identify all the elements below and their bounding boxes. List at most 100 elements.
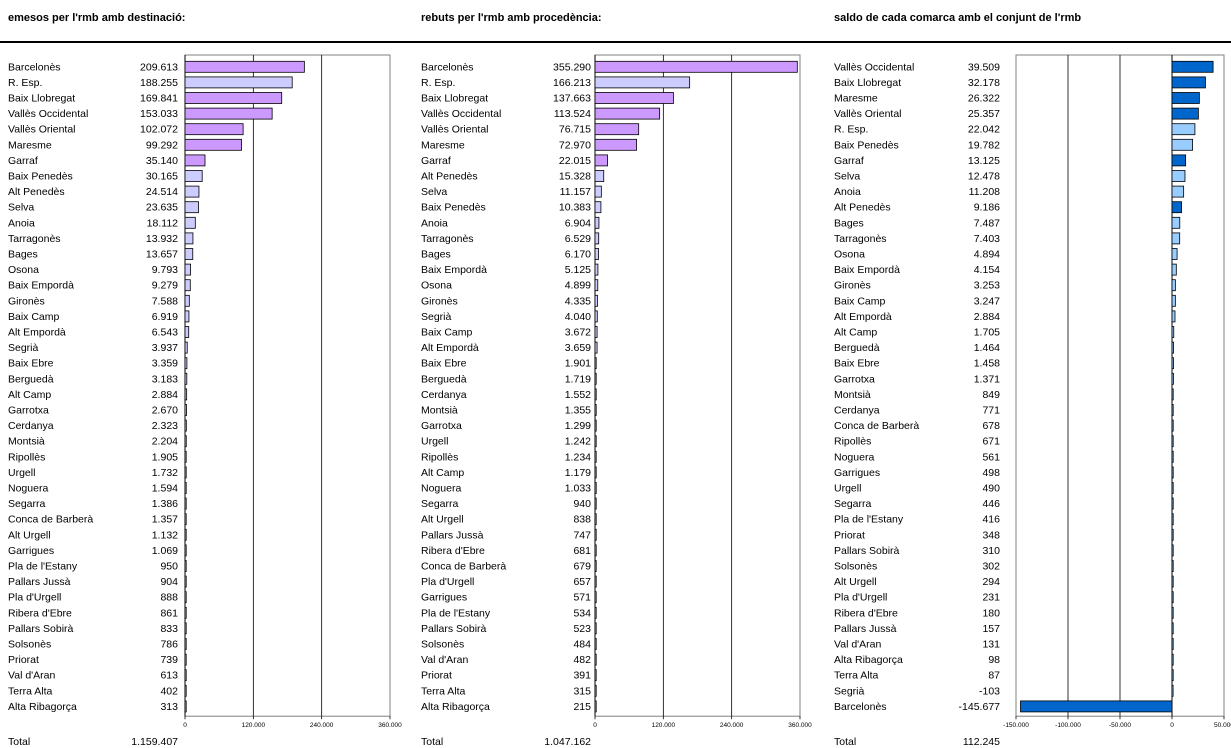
row-label: Selva [421,186,447,198]
row-label: Vallès Occidental [834,61,914,73]
bar [1171,435,1174,448]
row-label: Alt Camp [834,327,877,339]
row-value: 482 [573,654,591,666]
bar [594,372,597,385]
bar [1171,606,1174,619]
row-label: Ripollès [8,451,45,463]
row-label: Terra Alta [8,685,53,697]
row-label: Urgell [834,483,861,495]
bar [594,216,600,229]
row-value: 24.514 [146,186,178,198]
row-label: Ribera d'Ebre [421,545,485,557]
row-value: 2.884 [152,389,178,401]
bar [594,591,597,604]
bar [184,185,200,198]
bar [184,591,187,604]
row-label: Pla de l'Estany [8,561,78,573]
row-label: Baix Llobregat [421,93,488,105]
row-value: 1.179 [565,467,591,479]
row-value: 26.322 [968,93,1000,105]
row-label: Garrigues [421,592,467,604]
bar [594,544,597,557]
row-value: 3.247 [974,295,1000,307]
row-label: Noguera [8,483,48,495]
row-value: 849 [982,389,1000,401]
chart-title-saldo: saldo de cada comarca amb el conjunt de … [834,12,1082,24]
row-label: Garraf [421,155,451,167]
row-label: Alt Empordà [8,327,66,339]
row-value: 888 [160,592,178,604]
row-value: 18.112 [147,217,178,229]
row-label: Alt Urgell [8,529,51,541]
row-value: 3.183 [152,373,178,385]
bar [594,170,605,182]
row-label: Garrotxa [421,420,462,432]
bar [184,60,305,73]
row-label: Vallès Occidental [8,108,88,120]
row-label: Solsonès [834,561,877,573]
row-value: 137.663 [553,93,591,105]
bar [184,653,187,666]
row-label: Barcelonès [834,701,887,713]
row-label: Cerdanya [834,405,880,417]
x-tick-label: -150.000 [1003,722,1029,729]
bar [1171,513,1174,526]
row-label: Terra Alta [834,670,879,682]
row-label: Montsià [421,405,458,417]
bar [1171,294,1176,307]
bar [594,388,597,401]
plot-area [184,54,391,717]
row-label: Vallès Oriental [421,124,489,136]
row-label: Val d'Aran [8,670,55,682]
row-value: -103 [979,685,1000,697]
row-value: 613 [160,670,178,682]
row-value: 7.487 [974,217,1000,229]
row-value: 209.613 [140,61,178,73]
row-value: 4.894 [974,249,1000,261]
bar [1171,248,1178,260]
bar [1171,669,1174,682]
row-label: Pla de l'Estany [421,607,491,619]
row-label: Alt Penedès [421,171,478,183]
row-label: Cerdanya [8,420,54,432]
bar [1171,123,1196,136]
row-value: 157 [982,623,1000,635]
row-value: 11.157 [560,186,591,198]
row-value: 1.299 [565,420,591,432]
row-label: Baix Camp [421,327,473,339]
row-label: Berguedà [421,373,467,385]
total-value-emesos: 1.159.407 [131,736,178,748]
bar [594,700,597,713]
row-value: 2.884 [974,311,1000,323]
row-label: Alt Empordà [834,311,892,323]
row-label: Garrigues [8,545,54,557]
bar [594,60,798,73]
total-value-rebuts: 1.047.162 [544,736,591,748]
bar [184,482,187,494]
row-value: 1.732 [152,467,178,479]
bar [184,669,187,682]
row-label: Garraf [8,155,38,167]
row-value: 416 [982,514,1000,526]
row-label: Baix Llobregat [834,77,901,89]
bar [594,513,597,526]
bar [184,263,191,276]
bar [184,684,187,697]
bar [594,201,602,214]
bar [1171,560,1174,572]
bar [184,575,187,588]
bar [594,622,597,635]
row-value: 7.403 [974,233,1000,245]
row-value: 1.594 [152,483,178,495]
row-value: 1.355 [565,405,591,417]
row-value: 490 [982,483,1000,495]
row-label: Baix Camp [8,311,60,323]
row-label: Pla de l'Estany [834,514,904,526]
row-value: 402 [160,685,178,697]
row-label: Ribera d'Ebre [834,607,898,619]
bar [1171,450,1174,463]
row-value: 215 [573,701,591,713]
row-label: Ripollès [421,451,458,463]
row-label: Baix Ebre [421,358,467,370]
row-value: 22.015 [559,155,591,167]
